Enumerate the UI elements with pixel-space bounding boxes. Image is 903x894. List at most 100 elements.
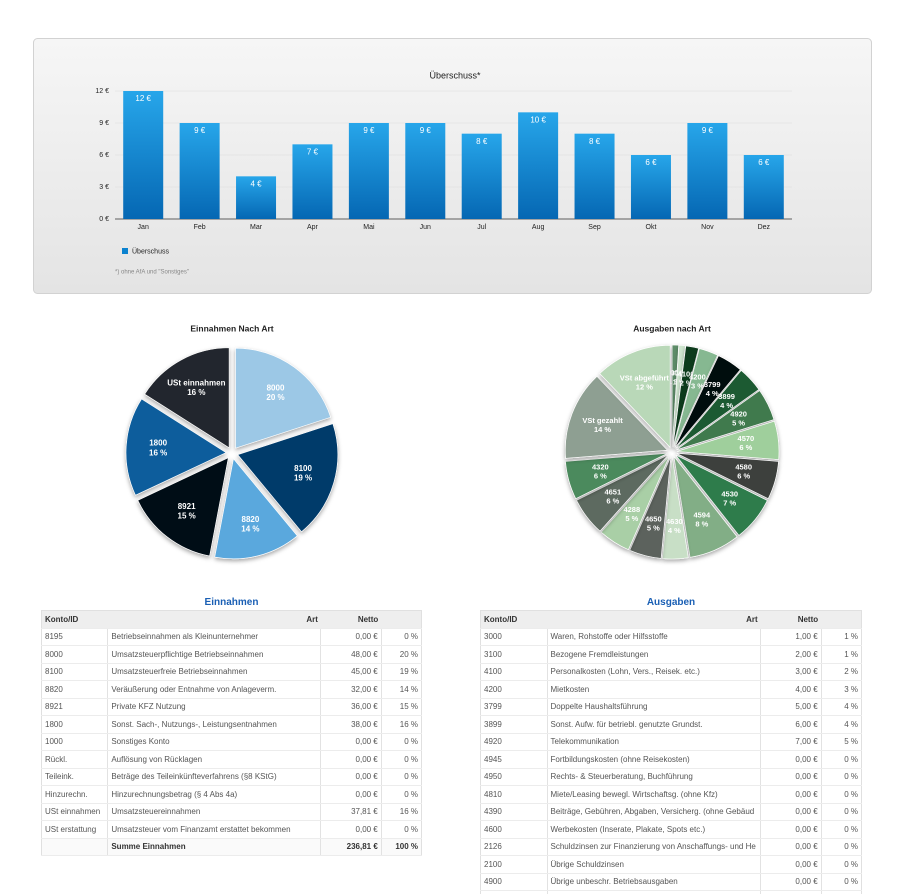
slice-label: USt einnahmen: [167, 378, 225, 387]
table-cell: Beiträge, Gebühren, Abgaben, Versicherg.…: [546, 803, 761, 821]
footnote: *) ohne AfA und "Sonstiges": [115, 270, 189, 276]
table-cell: Sonst. Aufw. für betriebl. genutzte Grun…: [546, 715, 761, 734]
table-cell: Doppelte Haushaltsführung: [546, 698, 761, 716]
slice-label: 3100: [671, 368, 688, 377]
table-row: 2126 Schuldzinsen zur Finanzierung von An…: [480, 838, 862, 856]
table-row: 4570– Leasingkosten8,00 €6 %: [480, 890, 862, 894]
table-cell: Rückl.: [41, 750, 108, 769]
bar: [236, 176, 277, 219]
slice-value-label: 2 %: [680, 378, 693, 387]
pie-slice: [565, 453, 668, 500]
table-cell: 4200: [480, 680, 548, 699]
table-cell: 3799: [480, 698, 548, 716]
table-cell: 0 %: [820, 855, 862, 874]
table-cell: Bezogene Fremdleistungen: [546, 645, 761, 664]
pie-slice: [662, 456, 689, 560]
table-cell: 4810: [480, 785, 548, 804]
table-row: 4950 Rechts- & Steuerberatung, Buchführun…: [480, 768, 862, 786]
table-cell: Private KFZ Nutzung: [107, 698, 321, 716]
table-cell: 16 %: [380, 803, 422, 821]
bar: [630, 155, 671, 219]
y-tick-label: 3 €: [99, 184, 109, 191]
table-cell: 2 %: [820, 663, 862, 681]
table-cell: Waren, Rohstoffe oder Hilfsstoffe: [546, 628, 761, 646]
slice-label: 4100: [678, 369, 695, 378]
table-cell: 1,00 €: [760, 628, 822, 646]
table-cell: 0,00 €: [320, 768, 382, 786]
header-cell: Konto/ID: [41, 610, 108, 629]
header-cell: Art: [547, 610, 761, 629]
slice-value-label: 4 %: [668, 526, 681, 535]
bar-value-label: 9 €: [363, 126, 375, 135]
table-row: 4200 Mietkosten 4,00 €3 %: [480, 680, 862, 699]
bar-value-label: 6 €: [645, 158, 657, 167]
table-cell: 7,00 €: [760, 733, 822, 751]
table-cell: 3 %: [820, 680, 862, 699]
table-cell: Hinzurechnungsbetrag (§ 4 Abs 4a): [107, 785, 321, 804]
bar: [518, 112, 559, 219]
table-cell: 0 %: [380, 733, 422, 751]
y-tick-label: 12 €: [95, 88, 109, 95]
table-cell: 32,00 €: [320, 680, 382, 699]
pie-slice: [672, 344, 686, 448]
pie-slice: [237, 423, 339, 533]
x-tick-label: Aug: [532, 224, 545, 231]
table-cell: Veräußerung oder Entnahme von Anlageverm…: [107, 680, 321, 699]
slice-label: 4594: [693, 511, 711, 520]
bar-value-label: 8 €: [476, 137, 488, 146]
pie-slice: [675, 454, 768, 536]
table-title: Einnahmen: [204, 597, 259, 608]
slice-value-label: 5 %: [625, 514, 638, 523]
bar-value-label: 9 €: [420, 126, 432, 135]
table-cell: 20 %: [380, 645, 422, 664]
table-cell: 0 %: [820, 750, 862, 769]
pie-slice: [675, 370, 760, 449]
pie-slice: [674, 355, 741, 448]
table-cell: 45,00 €: [320, 663, 382, 681]
table-cell: 14 %: [380, 680, 422, 699]
table-cell: – Leasingkosten: [546, 890, 761, 894]
chart-title: Einnahmen Nach Art: [190, 323, 273, 333]
slice-value-label: 5 %: [647, 523, 660, 532]
pie-slice: [137, 457, 229, 557]
table-cell: 8195: [41, 628, 108, 646]
table-cell: 0,00 €: [760, 750, 822, 769]
pie-slice: [676, 453, 779, 500]
slice-label: 3000: [666, 368, 683, 377]
table-row: 3799 Doppelte Haushaltsführung 5,00 €4 %: [480, 698, 862, 716]
table-cell: Umsatzsteuerfreie Betriebseinnahmen: [107, 663, 321, 681]
table-cell: 1800: [41, 715, 108, 734]
slice-label: 4320: [592, 462, 609, 471]
slice-label: 4570: [738, 434, 755, 443]
table-cell: Sonstiges Konto: [107, 733, 321, 751]
slice-value-label: 6 %: [737, 471, 750, 480]
table-cell: Auflösung von Rücklagen: [107, 750, 321, 769]
table-row: 1800 Sonst. Sach-, Nutzungs-, Leistungsen…: [41, 715, 422, 734]
table-cell: 8921: [41, 698, 108, 716]
pie-slice: [671, 344, 679, 448]
table-cell: 8820: [41, 680, 108, 699]
table-cell: 8000: [41, 645, 108, 664]
x-tick-label: Feb: [194, 224, 206, 231]
table-cell: 4600: [480, 820, 548, 839]
table-cell: Rechts- & Steuerberatung, Buchführung: [546, 768, 761, 786]
slice-value-label: 6 %: [739, 443, 752, 452]
table-cell: Fortbildungskosten (ohne Reisekosten): [546, 750, 761, 769]
table-cell: 8,00 €: [760, 890, 822, 894]
table-cell: Miete/Leasing bewegl. Wirtschaftsg. (ohn…: [546, 785, 761, 804]
slice-label: 3899: [718, 392, 735, 401]
x-tick-label: Apr: [307, 224, 319, 231]
x-tick-label: Jul: [477, 224, 486, 231]
table-cell: 0,00 €: [320, 733, 382, 751]
slice-value-label: 4 %: [720, 401, 733, 410]
table-cell: 36,00 €: [320, 698, 382, 716]
y-tick-label: 0 €: [99, 216, 109, 223]
slice-label: 4530: [721, 489, 738, 498]
slice-label: 1800: [149, 439, 167, 448]
table-cell: 0,00 €: [760, 785, 822, 804]
pie-slice: [235, 347, 332, 449]
table-cell: 0 %: [820, 768, 862, 786]
table-cell: 3000: [480, 628, 548, 646]
table-cell: 4390: [480, 803, 548, 821]
slice-label: VSt gezahlt: [582, 416, 623, 425]
